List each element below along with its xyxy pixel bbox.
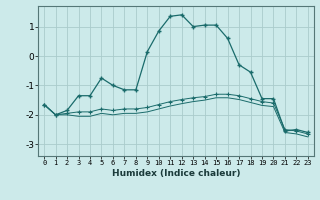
X-axis label: Humidex (Indice chaleur): Humidex (Indice chaleur) bbox=[112, 169, 240, 178]
